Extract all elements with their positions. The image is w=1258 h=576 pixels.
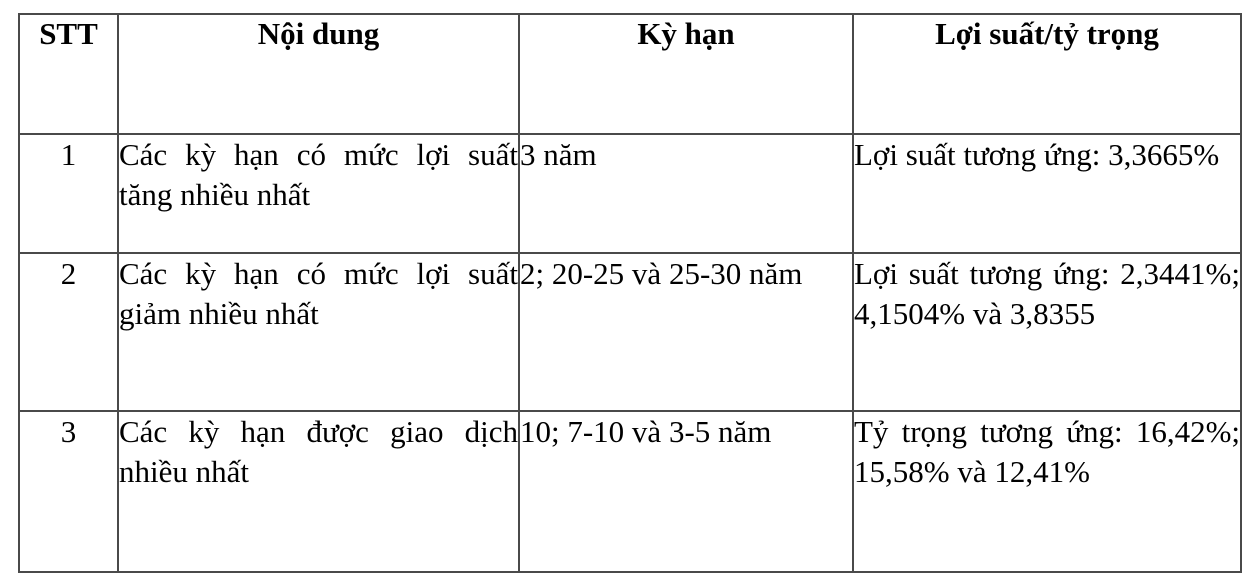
column-header-term: Kỳ hạn [518, 13, 854, 135]
cell-yield: Lợi suất tương ứng: 2,3441%; 4,1504% và … [852, 252, 1242, 412]
cell-stt: 3 [18, 410, 119, 573]
cell-content: Các kỳ hạn có mức lợi suất giảm nhiều nh… [117, 252, 520, 412]
table-row: 1 Các kỳ hạn có mức lợi suất tăng nhiều … [18, 133, 1242, 254]
cell-term: 10; 7-10 và 3-5 năm [518, 410, 854, 573]
cell-yield: Tỷ trọng tương ứng: 16,42%; 15,58% và 12… [852, 410, 1242, 573]
cell-stt: 1 [18, 133, 119, 254]
table-header-row: STT Nội dung Kỳ hạn Lợi suất/tỷ trọng [18, 13, 1242, 135]
column-header-term-label: Kỳ hạn [637, 16, 735, 51]
interest-rate-summary-table: STT Nội dung Kỳ hạn Lợi suất/tỷ trọng 1 … [18, 13, 1242, 573]
cell-content: Các kỳ hạn được giao dịch nhiều nhất [117, 410, 520, 573]
cell-content: Các kỳ hạn có mức lợi suất tăng nhiều nh… [117, 133, 520, 254]
cell-term: 2; 20-25 và 25-30 năm [518, 252, 854, 412]
cell-yield: Lợi suất tương ứng: 3,3665% [852, 133, 1242, 254]
table-body: 1 Các kỳ hạn có mức lợi suất tăng nhiều … [18, 133, 1242, 573]
cell-term: 3 năm [518, 133, 854, 254]
column-header-stt-label: STT [39, 16, 98, 51]
table-row: 3 Các kỳ hạn được giao dịch nhiều nhất 1… [18, 410, 1242, 573]
cell-stt: 2 [18, 252, 119, 412]
column-header-content-label: Nội dung [257, 16, 380, 51]
column-header-content: Nội dung [117, 13, 520, 135]
column-header-yield-label: Lợi suất/tỷ trọng [935, 16, 1159, 51]
column-header-yield: Lợi suất/tỷ trọng [852, 13, 1242, 135]
table-row: 2 Các kỳ hạn có mức lợi suất giảm nhiều … [18, 252, 1242, 412]
column-header-stt: STT [18, 13, 119, 135]
table-header: STT Nội dung Kỳ hạn Lợi suất/tỷ trọng [18, 13, 1242, 135]
